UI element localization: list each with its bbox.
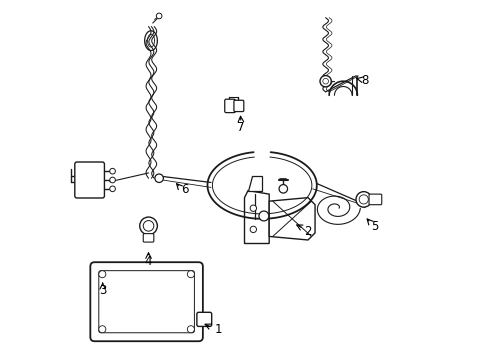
Text: 7: 7 — [237, 121, 244, 134]
Circle shape — [140, 217, 157, 235]
Circle shape — [250, 205, 256, 211]
Circle shape — [143, 221, 154, 231]
Circle shape — [99, 271, 105, 278]
Polygon shape — [247, 176, 262, 190]
Circle shape — [279, 185, 287, 193]
FancyBboxPatch shape — [197, 312, 211, 327]
Circle shape — [109, 177, 115, 183]
Circle shape — [250, 226, 256, 233]
FancyBboxPatch shape — [368, 194, 381, 205]
Circle shape — [156, 13, 162, 19]
Circle shape — [155, 174, 163, 183]
Polygon shape — [244, 190, 269, 243]
Text: 5: 5 — [370, 220, 378, 233]
Circle shape — [109, 186, 115, 192]
Text: 8: 8 — [360, 74, 367, 87]
FancyBboxPatch shape — [75, 162, 104, 198]
FancyBboxPatch shape — [143, 234, 154, 242]
Circle shape — [109, 168, 115, 174]
Circle shape — [187, 326, 194, 333]
Circle shape — [319, 76, 330, 87]
FancyBboxPatch shape — [90, 262, 203, 341]
FancyBboxPatch shape — [99, 271, 194, 333]
Polygon shape — [269, 198, 314, 240]
Circle shape — [322, 78, 328, 84]
Circle shape — [187, 271, 194, 278]
Circle shape — [99, 326, 105, 333]
Circle shape — [358, 195, 367, 204]
Text: 3: 3 — [99, 284, 106, 297]
Circle shape — [355, 192, 371, 207]
Text: 6: 6 — [181, 183, 188, 196]
Circle shape — [259, 211, 268, 221]
Text: 2: 2 — [304, 225, 311, 238]
FancyBboxPatch shape — [233, 100, 244, 112]
Text: 4: 4 — [144, 255, 152, 268]
Text: 1: 1 — [214, 323, 222, 337]
FancyBboxPatch shape — [224, 99, 235, 113]
